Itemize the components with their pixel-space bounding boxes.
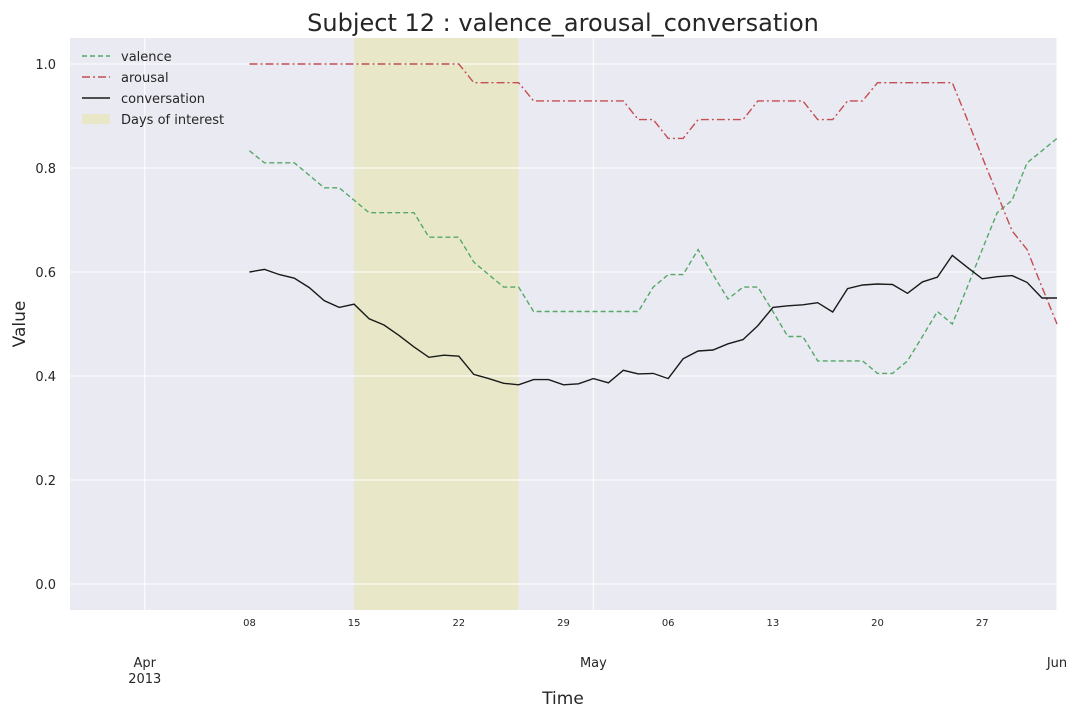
legend-swatch-highlight (82, 114, 110, 124)
x-major-tick-sublabel: 2013 (128, 672, 161, 687)
x-major-tick-label: Apr (134, 656, 157, 671)
x-minor-tick-label: 08 (243, 618, 256, 629)
x-minor-tick-label: 06 (662, 618, 675, 629)
legend-label: conversation (121, 92, 205, 107)
y-tick-label: 0.4 (35, 370, 56, 385)
y-tick-label: 0.0 (35, 578, 56, 593)
x-minor-tick-label: 15 (348, 618, 361, 629)
legend: valence arousal conversation Days of intere… (82, 50, 224, 128)
x-minor-tick-label: 13 (766, 618, 779, 629)
series-line-conversation (249, 254, 1057, 386)
chart-title: Subject 12 : valence_arousal_conversatio… (307, 9, 819, 37)
x-axis-label: Time (541, 689, 584, 709)
plot-area (70, 38, 1057, 610)
grid-layer (70, 38, 1058, 610)
legend-label: Days of interest (121, 113, 224, 128)
x-major-tick-label: Jun (1046, 656, 1067, 671)
y-tick-label: 0.8 (35, 162, 56, 177)
y-tick-label: 0.2 (35, 474, 56, 489)
series-layer (249, 63, 1058, 386)
legend-label: arousal (121, 71, 169, 86)
highlight-layer (354, 38, 519, 610)
x-minor-tick-label: 22 (452, 618, 465, 629)
series-line-valence (249, 137, 1058, 375)
x-minor-tick-label: 27 (976, 618, 989, 629)
x-minor-tick-label: 20 (871, 618, 884, 629)
legend-label: valence (121, 50, 172, 65)
x-minor-tick-label: 29 (557, 618, 570, 629)
x-major-tick-label: May (580, 656, 607, 671)
y-axis-label: Value (10, 301, 30, 348)
highlight-band (354, 38, 519, 610)
y-tick-label: 1.0 (35, 58, 56, 73)
series-line-arousal (249, 63, 1058, 325)
y-tick-label: 0.6 (35, 266, 56, 281)
